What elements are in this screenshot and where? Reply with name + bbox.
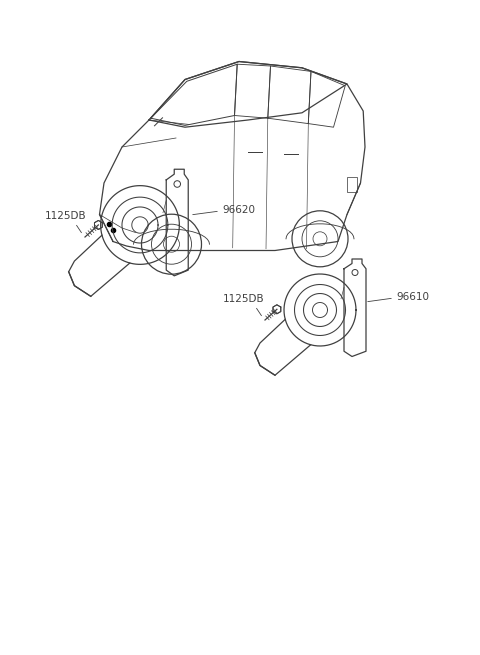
Text: 1125DB: 1125DB <box>223 294 264 304</box>
Polygon shape <box>95 221 102 229</box>
Text: 96620: 96620 <box>222 205 255 215</box>
Polygon shape <box>273 305 281 314</box>
Bar <box>347 177 357 192</box>
Text: 1125DB: 1125DB <box>45 211 86 221</box>
Text: 96610: 96610 <box>396 292 429 302</box>
